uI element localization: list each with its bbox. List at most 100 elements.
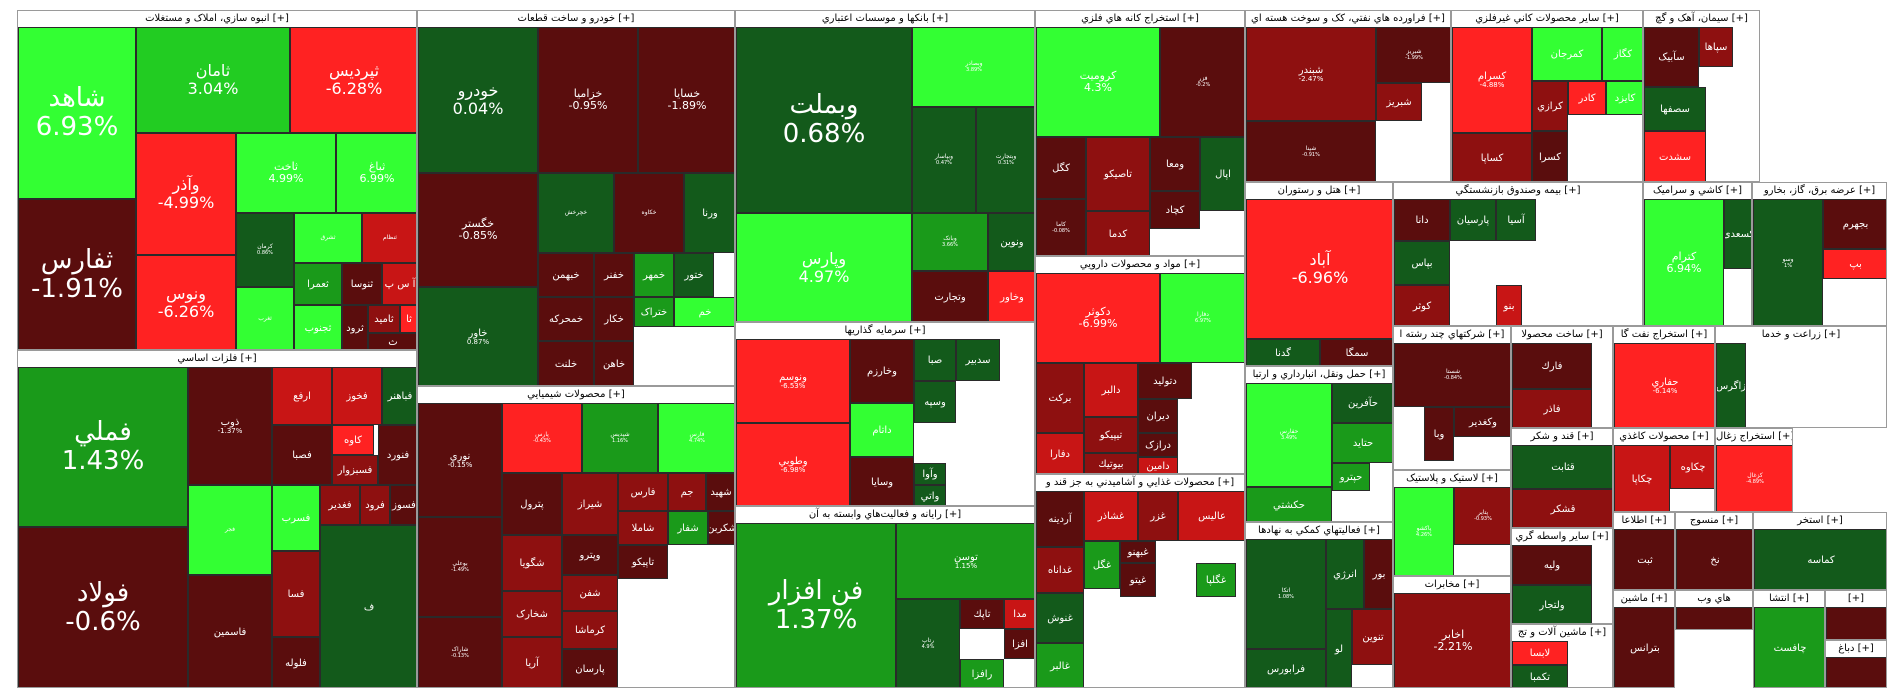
- stock-tile[interactable]: واتي: [914, 485, 946, 505]
- stock-tile[interactable]: خکاوه: [614, 173, 684, 253]
- sector-header[interactable]: عرضه برق، گاز، بخارو [+]: [1753, 183, 1886, 199]
- stock-tile[interactable]: کترام 6.94%: [1644, 199, 1724, 325]
- stock-tile[interactable]: شيراز: [562, 473, 618, 535]
- stock-tile[interactable]: ختور: [674, 253, 714, 297]
- stock-tile[interactable]: ثاخت 4.99%: [236, 133, 336, 213]
- sector-header[interactable]: منسوج [+]: [1676, 513, 1752, 529]
- sector-header[interactable]: بيمه وصندوق بازنشستگي [+]: [1394, 183, 1642, 199]
- stock-tile[interactable]: ونوسم -6.53%: [736, 339, 850, 423]
- stock-tile[interactable]: شکربن: [708, 511, 734, 545]
- sector-header[interactable]: ساير واسطه گري [+]: [1512, 529, 1612, 545]
- stock-tile[interactable]: کرازي: [1532, 81, 1568, 131]
- stock-tile[interactable]: غشاذر: [1084, 491, 1138, 541]
- stock-tile[interactable]: اپال: [1200, 137, 1244, 211]
- stock-tile[interactable]: فجر: [188, 485, 272, 575]
- stock-tile[interactable]: غنوش: [1036, 593, 1084, 643]
- sector-header[interactable]: انتشا [+]: [1754, 591, 1824, 607]
- sector-header[interactable]: ساير محصولات کاني غيرفلزي [+]: [1452, 11, 1642, 27]
- sector-header[interactable]: محصولات شيميايي [+]: [418, 387, 734, 403]
- stock-tile[interactable]: کروميت 4.3%: [1036, 27, 1160, 137]
- stock-tile[interactable]: کگاز: [1602, 27, 1642, 81]
- stock-tile[interactable]: خلنت: [538, 341, 594, 385]
- stock-tile[interactable]: کاما -0.08%: [1036, 199, 1086, 255]
- stock-tile[interactable]: وطوبي -6.98%: [736, 423, 850, 505]
- stock-tile[interactable]: پتایر -0.93%: [1454, 487, 1510, 545]
- stock-tile[interactable]: وبا: [1424, 407, 1454, 461]
- stock-tile[interactable]: خم: [674, 297, 734, 327]
- stock-tile[interactable]: [1826, 607, 1886, 639]
- sector-header[interactable]: هتل و رستوران [+]: [1246, 183, 1392, 199]
- stock-tile[interactable]: تنوين: [1352, 609, 1392, 665]
- stock-tile[interactable]: شگويا: [502, 535, 562, 591]
- stock-tile[interactable]: برکت: [1036, 363, 1084, 433]
- stock-tile[interactable]: خبهمن: [538, 253, 594, 297]
- stock-tile[interactable]: وبپاسار 0.47%: [912, 107, 976, 213]
- stock-tile[interactable]: آ س پ: [382, 263, 416, 305]
- stock-tile[interactable]: فسا: [272, 551, 320, 637]
- stock-tile[interactable]: وخاور: [988, 271, 1034, 321]
- stock-tile[interactable]: آريا: [502, 637, 562, 687]
- sector-header[interactable]: رايانه و فعاليت‌هاي وابسته به آن [+]: [736, 507, 1034, 523]
- stock-tile[interactable]: ثا: [400, 305, 416, 333]
- stock-tile[interactable]: شبریز: [1376, 83, 1422, 121]
- stock-tile[interactable]: داتام: [850, 403, 914, 457]
- stock-tile[interactable]: ولتجار: [1512, 585, 1592, 623]
- stock-tile[interactable]: فاسمين: [188, 575, 272, 687]
- stock-tile[interactable]: غگلپا: [1196, 563, 1236, 597]
- sector-header[interactable]: محصولات کاغذي [+]: [1614, 429, 1714, 445]
- stock-tile[interactable]: ثعمرا: [294, 263, 342, 305]
- stock-tile[interactable]: وپترو: [562, 535, 618, 575]
- sector-header[interactable]: محصولات غذايي و آشاميدني به جز قند و [+]: [1036, 475, 1244, 491]
- sector-header[interactable]: [+]: [1826, 591, 1886, 607]
- sector-header[interactable]: استخراج زغال [+]: [1716, 429, 1792, 445]
- stock-tile[interactable]: اتکا 1.08%: [1246, 539, 1326, 649]
- stock-tile[interactable]: وآذر -4.99%: [136, 133, 236, 255]
- stock-tile[interactable]: گدنا: [1246, 339, 1320, 365]
- stock-tile[interactable]: وبصادر 3.89%: [912, 27, 1034, 107]
- stock-tile[interactable]: مدا: [1004, 599, 1034, 629]
- sector-header[interactable]: بانکها و موسسات اعتباري [+]: [736, 11, 1034, 27]
- stock-tile[interactable]: شاهد 6.93%: [18, 27, 136, 199]
- stock-tile[interactable]: فولاد -0.6%: [18, 527, 188, 687]
- stock-tile[interactable]: ومعا: [1150, 137, 1200, 191]
- stock-tile[interactable]: وسپه: [914, 381, 956, 423]
- stock-tile[interactable]: قثابت: [1512, 445, 1612, 489]
- stock-tile[interactable]: فنورد: [378, 425, 416, 485]
- stock-tile[interactable]: شبندر -2.47%: [1246, 27, 1376, 121]
- stock-tile[interactable]: کایزد: [1606, 81, 1642, 115]
- stock-tile[interactable]: فلوله: [272, 637, 320, 687]
- stock-tile[interactable]: وکغدير: [1454, 407, 1510, 437]
- stock-tile[interactable]: زاگرس: [1716, 343, 1746, 427]
- sector-header[interactable]: زراعت و خدما [+]: [1716, 327, 1886, 343]
- stock-tile[interactable]: چکاپا: [1614, 445, 1670, 511]
- stock-tile[interactable]: ثبت: [1614, 529, 1674, 589]
- stock-tile[interactable]: صبا: [914, 339, 956, 381]
- stock-tile[interactable]: فرود: [360, 485, 390, 525]
- stock-tile[interactable]: حآفرين: [1332, 383, 1392, 423]
- stock-tile[interactable]: ثنظام: [362, 213, 416, 263]
- sector-header[interactable]: استخراج کانه هاي فلزي [+]: [1036, 11, 1244, 27]
- stock-tile[interactable]: ثباغ 6.99%: [336, 133, 416, 213]
- stock-tile[interactable]: کاوه: [332, 425, 374, 455]
- stock-tile[interactable]: فسرب: [272, 485, 320, 551]
- stock-tile[interactable]: ثنوسا: [342, 263, 382, 305]
- stock-tile[interactable]: فرابورس: [1246, 649, 1326, 687]
- stock-tile[interactable]: ورنا: [684, 173, 734, 253]
- sector-header[interactable]: دباغ [+]: [1826, 641, 1886, 657]
- sector-header[interactable]: ساخت محصولا [+]: [1512, 327, 1612, 343]
- stock-tile[interactable]: غالبر: [1036, 643, 1084, 687]
- stock-tile[interactable]: فصبا: [272, 425, 332, 485]
- stock-tile[interactable]: کوثر: [1394, 285, 1450, 325]
- stock-tile[interactable]: پترول: [502, 473, 562, 535]
- sector-header[interactable]: مواد و محصولات دارويي [+]: [1036, 257, 1244, 273]
- stock-tile[interactable]: فسبزوار: [332, 455, 378, 485]
- stock-tile[interactable]: دکوثر -6.99%: [1036, 273, 1160, 363]
- stock-tile[interactable]: فغدير: [320, 485, 360, 525]
- stock-tile[interactable]: وبملت 0.68%: [736, 27, 912, 213]
- stock-tile[interactable]: خچرخش: [538, 173, 614, 253]
- stock-tile[interactable]: فسوز: [390, 485, 416, 525]
- stock-tile[interactable]: لو: [1326, 609, 1352, 687]
- stock-tile[interactable]: غيتو: [1120, 563, 1156, 597]
- sector-header[interactable]: لاستيک و پلاستيک [+]: [1394, 471, 1510, 487]
- sector-header[interactable]: شرکتهاي چند رشته ا [+]: [1394, 327, 1510, 343]
